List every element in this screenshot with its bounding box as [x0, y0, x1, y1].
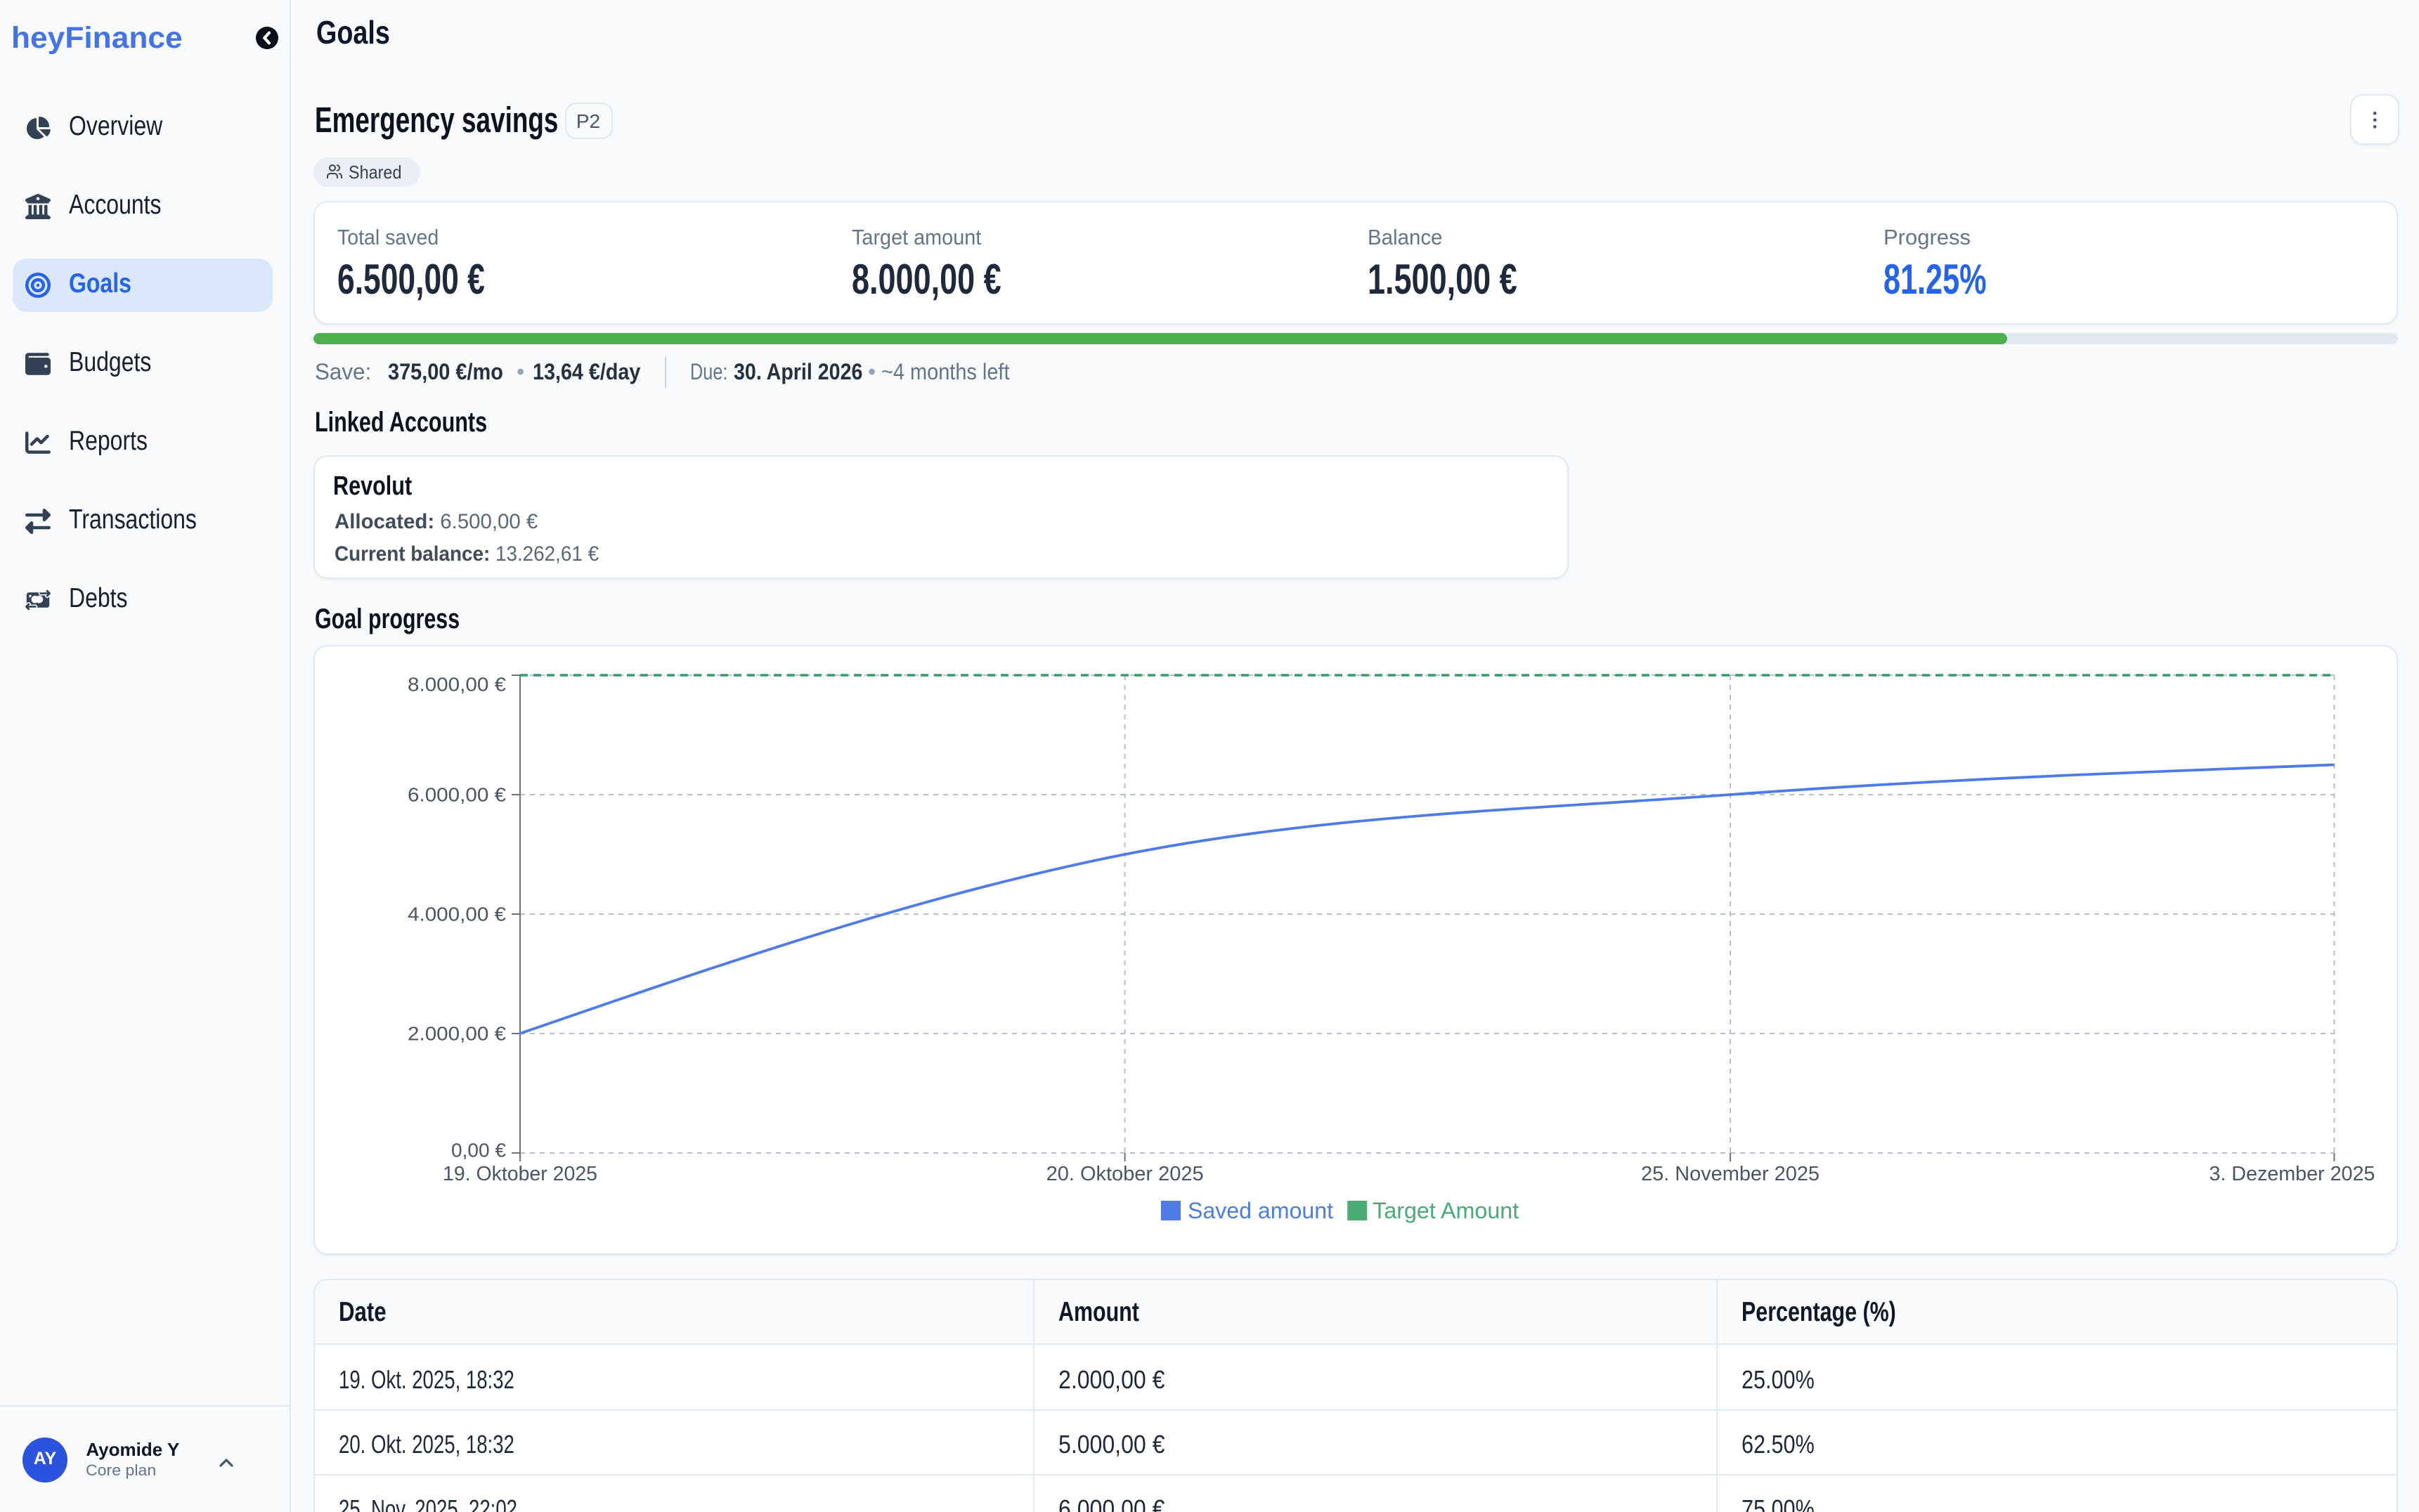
svg-text:25. November 2025: 25. November 2025: [1641, 1162, 1820, 1185]
svg-text:Target Amount: Target Amount: [1373, 1197, 1519, 1223]
svg-text:0,00 €: 0,00 €: [451, 1139, 506, 1161]
svg-text:3. Dezember 2025: 3. Dezember 2025: [2209, 1162, 2375, 1185]
svg-text:Saved amount: Saved amount: [1188, 1197, 1333, 1223]
svg-text:4.000,00 €: 4.000,00 €: [408, 903, 506, 925]
svg-text:2.000,00 €: 2.000,00 €: [408, 1022, 506, 1044]
svg-text:19. Oktober 2025: 19. Oktober 2025: [443, 1162, 597, 1185]
svg-text:6.000,00 €: 6.000,00 €: [408, 783, 506, 805]
svg-text:8.000,00 €: 8.000,00 €: [408, 673, 506, 695]
svg-text:20. Oktober 2025: 20. Oktober 2025: [1046, 1162, 1204, 1185]
